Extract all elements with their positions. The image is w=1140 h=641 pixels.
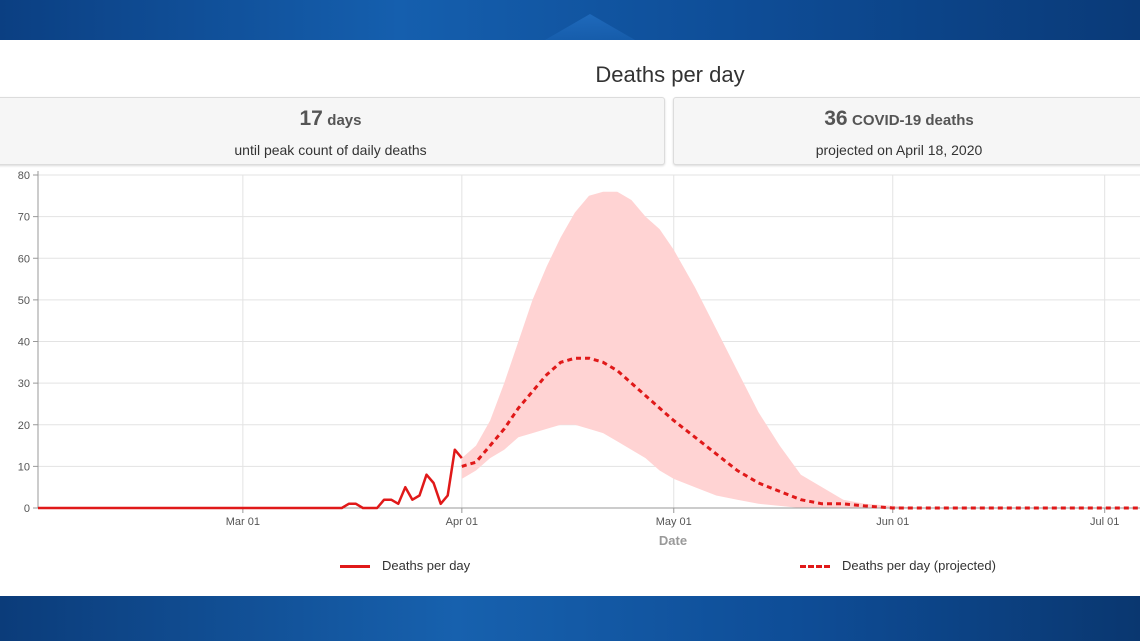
y-tick-label: 20 — [18, 420, 30, 432]
x-tick-label: Mar 01 — [226, 516, 260, 528]
projected-deaths-number: 36 — [824, 107, 848, 130]
projected-deaths-unit: COVID-19 deaths — [852, 112, 974, 129]
y-tick-label: 40 — [18, 337, 30, 349]
chart-title: Deaths per day — [595, 62, 745, 87]
legend-solid-swatch — [340, 565, 370, 568]
legend-label-projected: Deaths per day (projected) — [842, 558, 996, 573]
y-tick-label: 10 — [18, 461, 30, 473]
projected-deaths-line — [461, 356, 1140, 510]
x-tick-label: Jun 01 — [876, 516, 909, 528]
deaths-chart: 0 10 20 30 40 50 60 70 80 Mar 01 Apr 01 May 01 Jun 0… — [18, 170, 1140, 548]
peak-days-card: 17 days until peak count of daily deaths — [0, 97, 665, 165]
x-tick-label: May 01 — [656, 516, 692, 528]
legend-label-actual: Deaths per day — [382, 558, 471, 573]
projected-deaths-caption: projected on April 18, 2020 — [815, 142, 983, 158]
y-tick-label: 30 — [18, 378, 30, 390]
y-tick-label: 70 — [18, 212, 30, 224]
peak-days-caption: until peak count of daily deaths — [234, 142, 427, 158]
x-axis-label: Date — [659, 533, 687, 548]
footer-band — [0, 596, 1140, 641]
header-band — [0, 0, 1140, 40]
series-layer — [38, 356, 1140, 510]
peak-days-unit: days — [327, 112, 362, 129]
projected-deaths-headline: 36 COVID-19 deaths — [654, 107, 1140, 131]
legend-dashed-swatch — [800, 565, 830, 568]
y-tick-label: 60 — [18, 253, 30, 265]
uncertainty-band-layer — [461, 191, 1140, 508]
peak-days-number: 17 — [299, 107, 323, 130]
projected-deaths-card: 36 COVID-19 deaths projected on April 18… — [673, 97, 1140, 165]
y-tick-label: 0 — [24, 503, 30, 515]
y-tick-label: 80 — [18, 170, 30, 182]
x-tick-label: Apr 01 — [446, 516, 478, 528]
uncertainty-band — [461, 191, 1140, 508]
y-tick-label: 50 — [18, 295, 30, 307]
actual-deaths-line — [38, 448, 463, 510]
x-tick-label: Jul 01 — [1090, 516, 1119, 528]
peak-days-headline: 17 days — [0, 107, 664, 131]
